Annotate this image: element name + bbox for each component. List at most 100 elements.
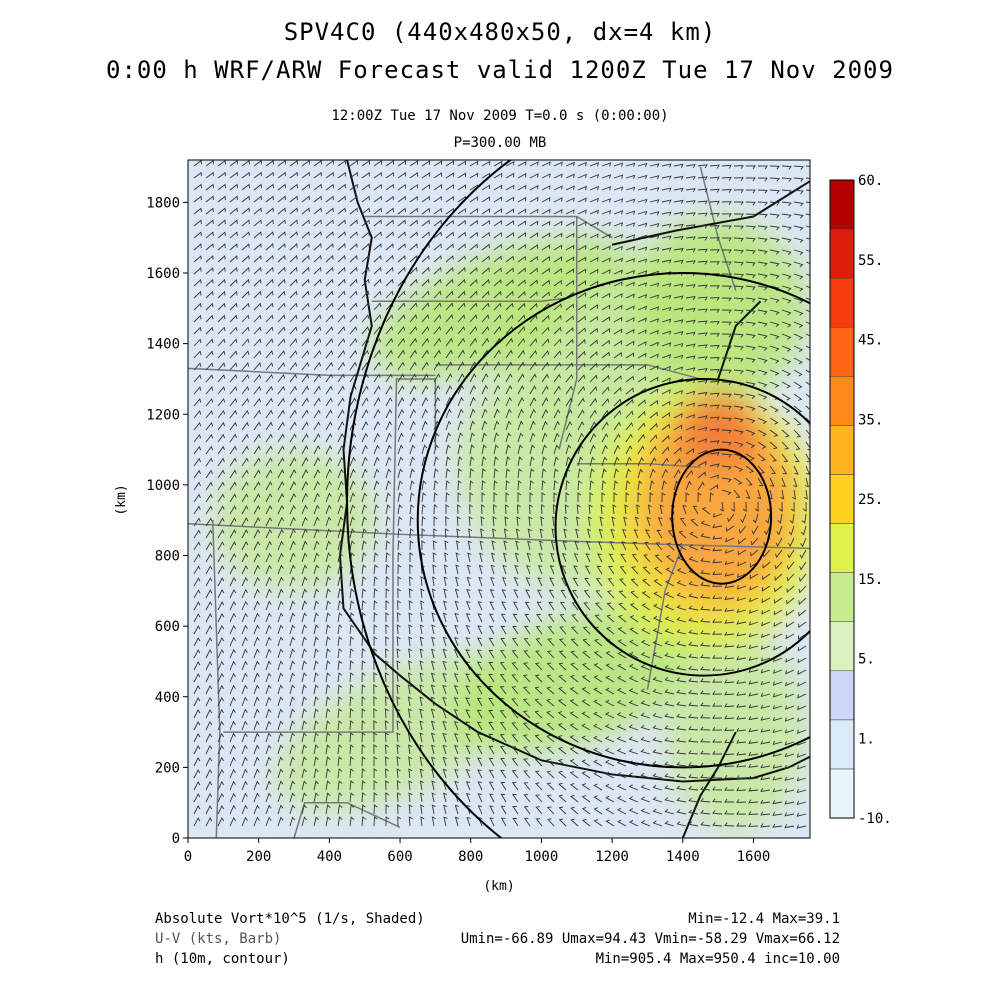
wind-barb: [277, 804, 284, 815]
wind-barb: [736, 596, 747, 602]
wind-barb: [277, 540, 284, 551]
wind-barb: [553, 268, 562, 275]
wind-barb: [805, 393, 810, 402]
wind-barb: [565, 256, 575, 263]
wind-barb: [421, 540, 426, 551]
wind-barb: [577, 221, 587, 227]
wind-barb: [253, 290, 262, 299]
wind-barb: [587, 516, 592, 527]
wind-barb: [797, 645, 807, 652]
wind-barb: [516, 516, 521, 527]
wind-barb: [409, 314, 418, 323]
wind-barb: [241, 756, 248, 767]
wind-barb: [361, 528, 367, 539]
wind-barb: [733, 321, 744, 326]
wind-barb: [477, 793, 483, 803]
wind-barb: [409, 172, 418, 179]
wind-barb: [709, 463, 720, 468]
wind-barb: [229, 243, 238, 251]
wind-barb: [499, 734, 507, 743]
wind-barb: [733, 273, 744, 278]
wind-barb: [581, 795, 591, 803]
wind-barb: [724, 655, 735, 660]
wind-barb: [625, 445, 633, 455]
wind-barb: [562, 540, 567, 551]
wind-barb: [649, 341, 659, 347]
wind-barb: [229, 207, 238, 215]
wind-barb: [265, 373, 274, 383]
wind-barb: [337, 756, 343, 767]
wind-barb: [736, 727, 747, 732]
wind-barb: [313, 552, 320, 563]
wind-barb: [541, 338, 550, 347]
wind-barb: [241, 505, 249, 515]
wind-barb: [573, 565, 579, 575]
wind-barb: [757, 465, 765, 474]
wind-barb: [397, 361, 405, 371]
wind-barb: [785, 633, 795, 640]
wind-barb: [798, 609, 807, 617]
wind-barb: [612, 504, 617, 515]
wind-barb: [193, 685, 201, 695]
wind-barb: [607, 578, 615, 587]
wind-barb: [700, 545, 711, 551]
wind-barb: [361, 516, 367, 527]
wind-barb: [301, 516, 308, 527]
wind-barb: [492, 516, 497, 527]
wind-barb: [193, 781, 201, 791]
wind-barb: [409, 516, 414, 527]
wind-barb: [613, 351, 622, 359]
wind-barb: [793, 381, 803, 389]
wind-barb: [772, 764, 783, 769]
wind-barb: [501, 589, 507, 599]
wind-barb: [553, 420, 560, 431]
wind-barb: [385, 780, 390, 791]
wind-barb: [469, 243, 478, 251]
wind-barb: [513, 589, 519, 599]
wind-barb: [549, 577, 555, 587]
wind-barb: [349, 160, 358, 167]
wind-barb: [724, 643, 735, 648]
wind-barb: [217, 553, 225, 563]
wind-barb: [757, 285, 768, 291]
wind-barb: [577, 209, 587, 215]
wind-barb: [253, 314, 262, 323]
wind-barb: [757, 333, 768, 339]
y-tick-label: 600: [155, 619, 180, 635]
wind-barb: [205, 386, 214, 395]
wind-barb: [757, 225, 768, 230]
wind-barb: [301, 540, 308, 551]
wind-barb: [569, 674, 579, 683]
wind-barb: [499, 674, 507, 683]
wind-barb: [781, 285, 792, 292]
wind-barb: [205, 290, 214, 299]
wind-barb: [565, 221, 575, 227]
wind-barb: [685, 469, 694, 479]
wind-barb: [289, 302, 298, 311]
wind-barb: [465, 769, 471, 779]
wind-barb: [229, 780, 236, 791]
wind-barb: [629, 602, 639, 611]
wind-barb: [805, 453, 810, 463]
wind-barb: [595, 578, 603, 587]
wind-barb: [640, 724, 651, 731]
wind-barb: [637, 445, 645, 455]
wind-barb: [653, 566, 663, 575]
wind-barb: [493, 408, 500, 419]
wind-barb: [241, 732, 248, 743]
wind-barb: [454, 816, 460, 827]
wind-barb: [640, 688, 651, 695]
wind-barb: [289, 588, 296, 599]
wind-barb: [649, 457, 657, 467]
wind-barb: [397, 468, 404, 479]
wind-barb: [488, 698, 495, 707]
wind-barb: [640, 796, 651, 803]
wind-barb: [661, 199, 672, 204]
wind-barb: [805, 165, 810, 167]
wind-barb: [361, 552, 367, 563]
wind-barb: [361, 266, 370, 275]
wind-barb: [337, 528, 344, 539]
wind-barb: [733, 189, 744, 194]
wind-barb: [241, 552, 249, 563]
wind-barb: [697, 200, 708, 205]
